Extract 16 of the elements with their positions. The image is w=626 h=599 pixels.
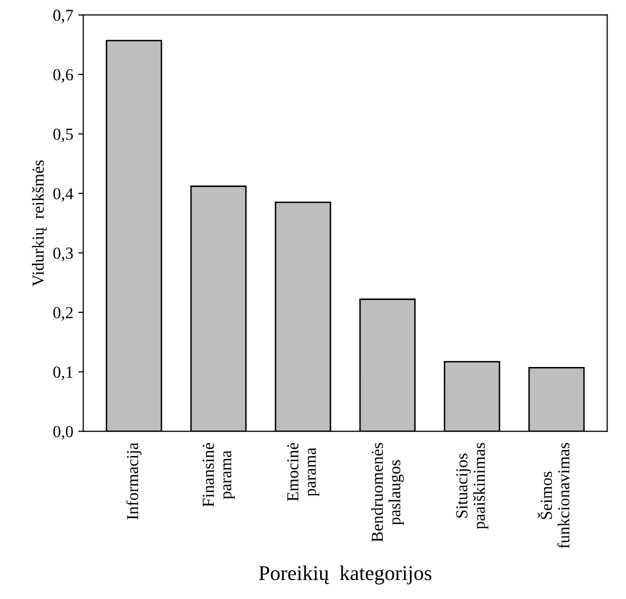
x-tick-label: Emocinė parama [287,442,320,502]
y-tick-label: 0,6 [53,69,74,83]
x-tick-label: Situacijos paaiškinimas [456,443,488,530]
x-tick-label: Finansinė parama [202,442,235,507]
x-tick-label: Informacija [126,442,142,520]
x-tick-label: Bendruomenės paslaugos [371,443,404,542]
y-tick-label: 0,7 [53,10,74,24]
y-tick-label: 0,0 [53,426,73,440]
y-tick-label: 0,1 [53,366,73,380]
y-axis-title: Vidurkių reikšmės [32,160,47,286]
y-tick-label: 0,3 [53,248,73,262]
x-axis-title: Poreikių kategorijos [259,566,432,584]
y-tick-label: 0,4 [53,188,74,202]
x-tick-label: Šeimos funkcionavimas [538,442,570,548]
y-tick-label: 0,5 [53,128,73,142]
y-tick-label: 0,2 [53,307,73,321]
